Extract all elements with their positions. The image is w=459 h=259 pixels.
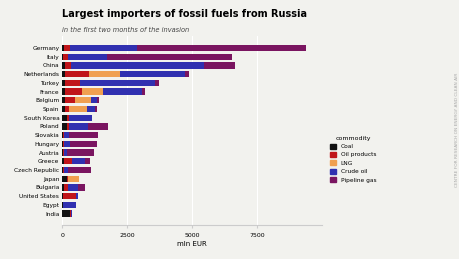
Bar	[62, 106, 65, 112]
Bar	[74, 97, 91, 103]
Bar	[65, 62, 71, 69]
Bar	[64, 184, 68, 191]
Bar	[96, 97, 99, 103]
Bar	[103, 88, 141, 95]
Bar	[141, 88, 145, 95]
Bar	[85, 158, 90, 164]
Bar	[72, 158, 85, 164]
Bar	[89, 71, 120, 77]
Bar	[63, 141, 64, 147]
Bar	[62, 62, 65, 69]
Bar	[62, 71, 65, 77]
Bar	[68, 184, 78, 191]
Bar	[69, 123, 87, 130]
Bar	[62, 54, 63, 60]
Bar	[137, 45, 306, 51]
Bar	[65, 80, 79, 86]
Bar	[87, 123, 108, 130]
Bar	[65, 106, 69, 112]
Bar	[62, 184, 64, 191]
Bar	[62, 88, 65, 95]
Bar	[63, 45, 69, 51]
Bar	[70, 211, 71, 217]
Bar	[69, 141, 97, 147]
Bar	[203, 62, 235, 69]
Bar	[69, 45, 137, 51]
Text: in the first two months of the invasion: in the first two months of the invasion	[62, 27, 189, 33]
Bar	[87, 106, 95, 112]
Bar	[62, 123, 67, 130]
Bar	[62, 149, 63, 156]
Bar	[155, 80, 159, 86]
Bar	[62, 158, 64, 164]
Bar	[62, 202, 63, 208]
Bar	[67, 123, 69, 130]
Bar	[67, 149, 94, 156]
Bar	[63, 149, 64, 156]
Bar	[68, 114, 92, 121]
Bar	[64, 141, 69, 147]
Bar	[78, 184, 85, 191]
Bar	[62, 193, 63, 199]
X-axis label: mln EUR: mln EUR	[177, 241, 207, 247]
Bar	[62, 97, 65, 103]
Bar	[63, 193, 76, 199]
Bar	[64, 167, 68, 173]
Bar	[71, 62, 203, 69]
Bar	[107, 54, 231, 60]
Bar	[120, 71, 185, 77]
Bar	[62, 167, 63, 173]
Bar	[82, 88, 103, 95]
Bar	[62, 80, 65, 86]
Text: CENTRE FOR RESEARCH ON ENERGY AND CLEAN AIR: CENTRE FOR RESEARCH ON ENERGY AND CLEAN …	[454, 72, 458, 187]
Bar	[62, 176, 67, 182]
Bar	[62, 141, 63, 147]
Bar	[64, 132, 69, 138]
Bar	[95, 106, 97, 112]
Bar	[62, 132, 63, 138]
Bar	[63, 167, 64, 173]
Bar	[76, 193, 78, 199]
Bar	[65, 88, 82, 95]
Bar	[67, 176, 79, 182]
Bar	[69, 132, 98, 138]
Bar	[68, 167, 91, 173]
Bar	[65, 97, 74, 103]
Bar	[71, 211, 72, 217]
Bar	[63, 54, 68, 60]
Bar	[64, 158, 72, 164]
Bar	[62, 45, 63, 51]
Bar	[69, 106, 87, 112]
Bar	[79, 80, 155, 86]
Bar	[62, 211, 70, 217]
Text: Largest importers of fossil fuels from Russia: Largest importers of fossil fuels from R…	[62, 9, 307, 19]
Bar	[63, 132, 64, 138]
Bar	[63, 202, 76, 208]
Bar	[67, 114, 68, 121]
Legend: Coal, Oil products, LNG, Crude oil, Pipeline gas: Coal, Oil products, LNG, Crude oil, Pipe…	[330, 136, 375, 183]
Bar	[64, 149, 67, 156]
Bar	[68, 54, 107, 60]
Bar	[91, 97, 96, 103]
Bar	[62, 114, 67, 121]
Bar	[65, 71, 89, 77]
Bar	[185, 71, 189, 77]
